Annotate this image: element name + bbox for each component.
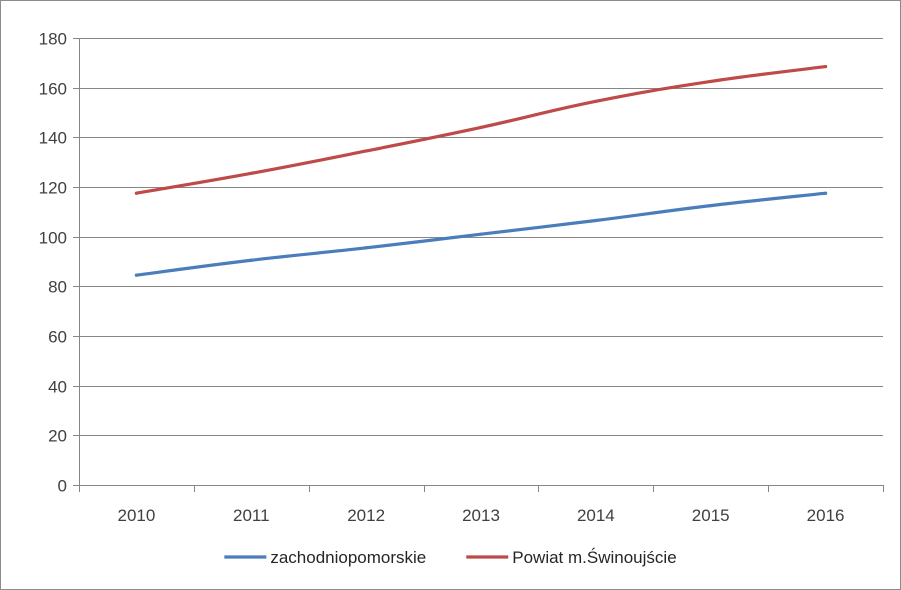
- y-tick-label: 120: [39, 179, 67, 198]
- data-point: [249, 258, 253, 262]
- data-point: [134, 191, 139, 195]
- data-point: [823, 191, 828, 195]
- data-point: [364, 246, 368, 250]
- data-point: [709, 79, 713, 84]
- x-tick-label: 2015: [692, 506, 730, 525]
- x-tick-label: 2013: [462, 506, 500, 525]
- data-point: [594, 218, 598, 223]
- data-point: [709, 204, 713, 208]
- series-line-2: [134, 64, 828, 195]
- x-tick-label: 2010: [118, 506, 156, 525]
- gridlines: [79, 38, 883, 436]
- x-tick-label: 2016: [807, 506, 845, 525]
- y-tick-label: 80: [48, 278, 67, 297]
- data-point: [134, 273, 139, 277]
- y-tick-label: 160: [39, 80, 67, 99]
- legend: zachodniopomorskie Powiat m.Świnoujście: [224, 548, 677, 567]
- y-tick-label: 140: [39, 129, 67, 148]
- x-axis-labels: 2010 2011 2012 2013 2014 2015 2016: [118, 506, 845, 525]
- x-tick-label: 2011: [233, 506, 270, 525]
- data-point: [823, 64, 828, 69]
- y-tick-label: 60: [48, 328, 67, 347]
- data-point: [594, 99, 598, 103]
- legend-label: Powiat m.Świnoujście: [512, 548, 676, 567]
- y-tick-label: 20: [48, 427, 67, 446]
- data-point: [479, 125, 483, 129]
- data-point: [249, 171, 253, 175]
- legend-item: Powiat m.Świnoujście: [466, 548, 677, 567]
- y-tick-label: 180: [39, 30, 67, 49]
- y-tick-label: 100: [39, 229, 67, 248]
- x-tick-label: 2014: [577, 506, 615, 525]
- y-axis-labels: 0 20 40 60 80 100 120 140 160 180: [39, 30, 67, 496]
- data-point: [479, 232, 483, 236]
- y-tick-label: 40: [48, 378, 67, 397]
- data-point: [364, 149, 368, 153]
- y-tick-label: 0: [58, 477, 67, 496]
- series-lines: [134, 64, 828, 277]
- x-tick-label: 2012: [347, 506, 385, 525]
- axes: [73, 38, 884, 492]
- legend-item: zachodniopomorskie: [224, 548, 426, 567]
- legend-label: zachodniopomorskie: [270, 548, 426, 567]
